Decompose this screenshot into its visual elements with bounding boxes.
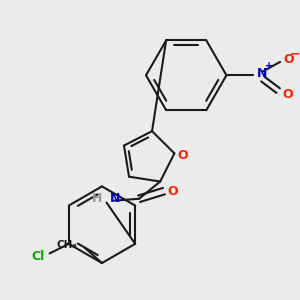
- Text: O: O: [282, 88, 292, 101]
- Text: H: H: [92, 192, 102, 205]
- Text: O: O: [283, 53, 294, 67]
- Text: −: −: [290, 48, 300, 61]
- Text: O: O: [177, 149, 188, 162]
- Text: Cl: Cl: [32, 250, 45, 263]
- Text: CH₃: CH₃: [56, 240, 77, 250]
- Text: O: O: [167, 184, 178, 198]
- Text: +: +: [265, 61, 273, 71]
- Text: N: N: [257, 67, 268, 80]
- Text: N: N: [110, 192, 120, 205]
